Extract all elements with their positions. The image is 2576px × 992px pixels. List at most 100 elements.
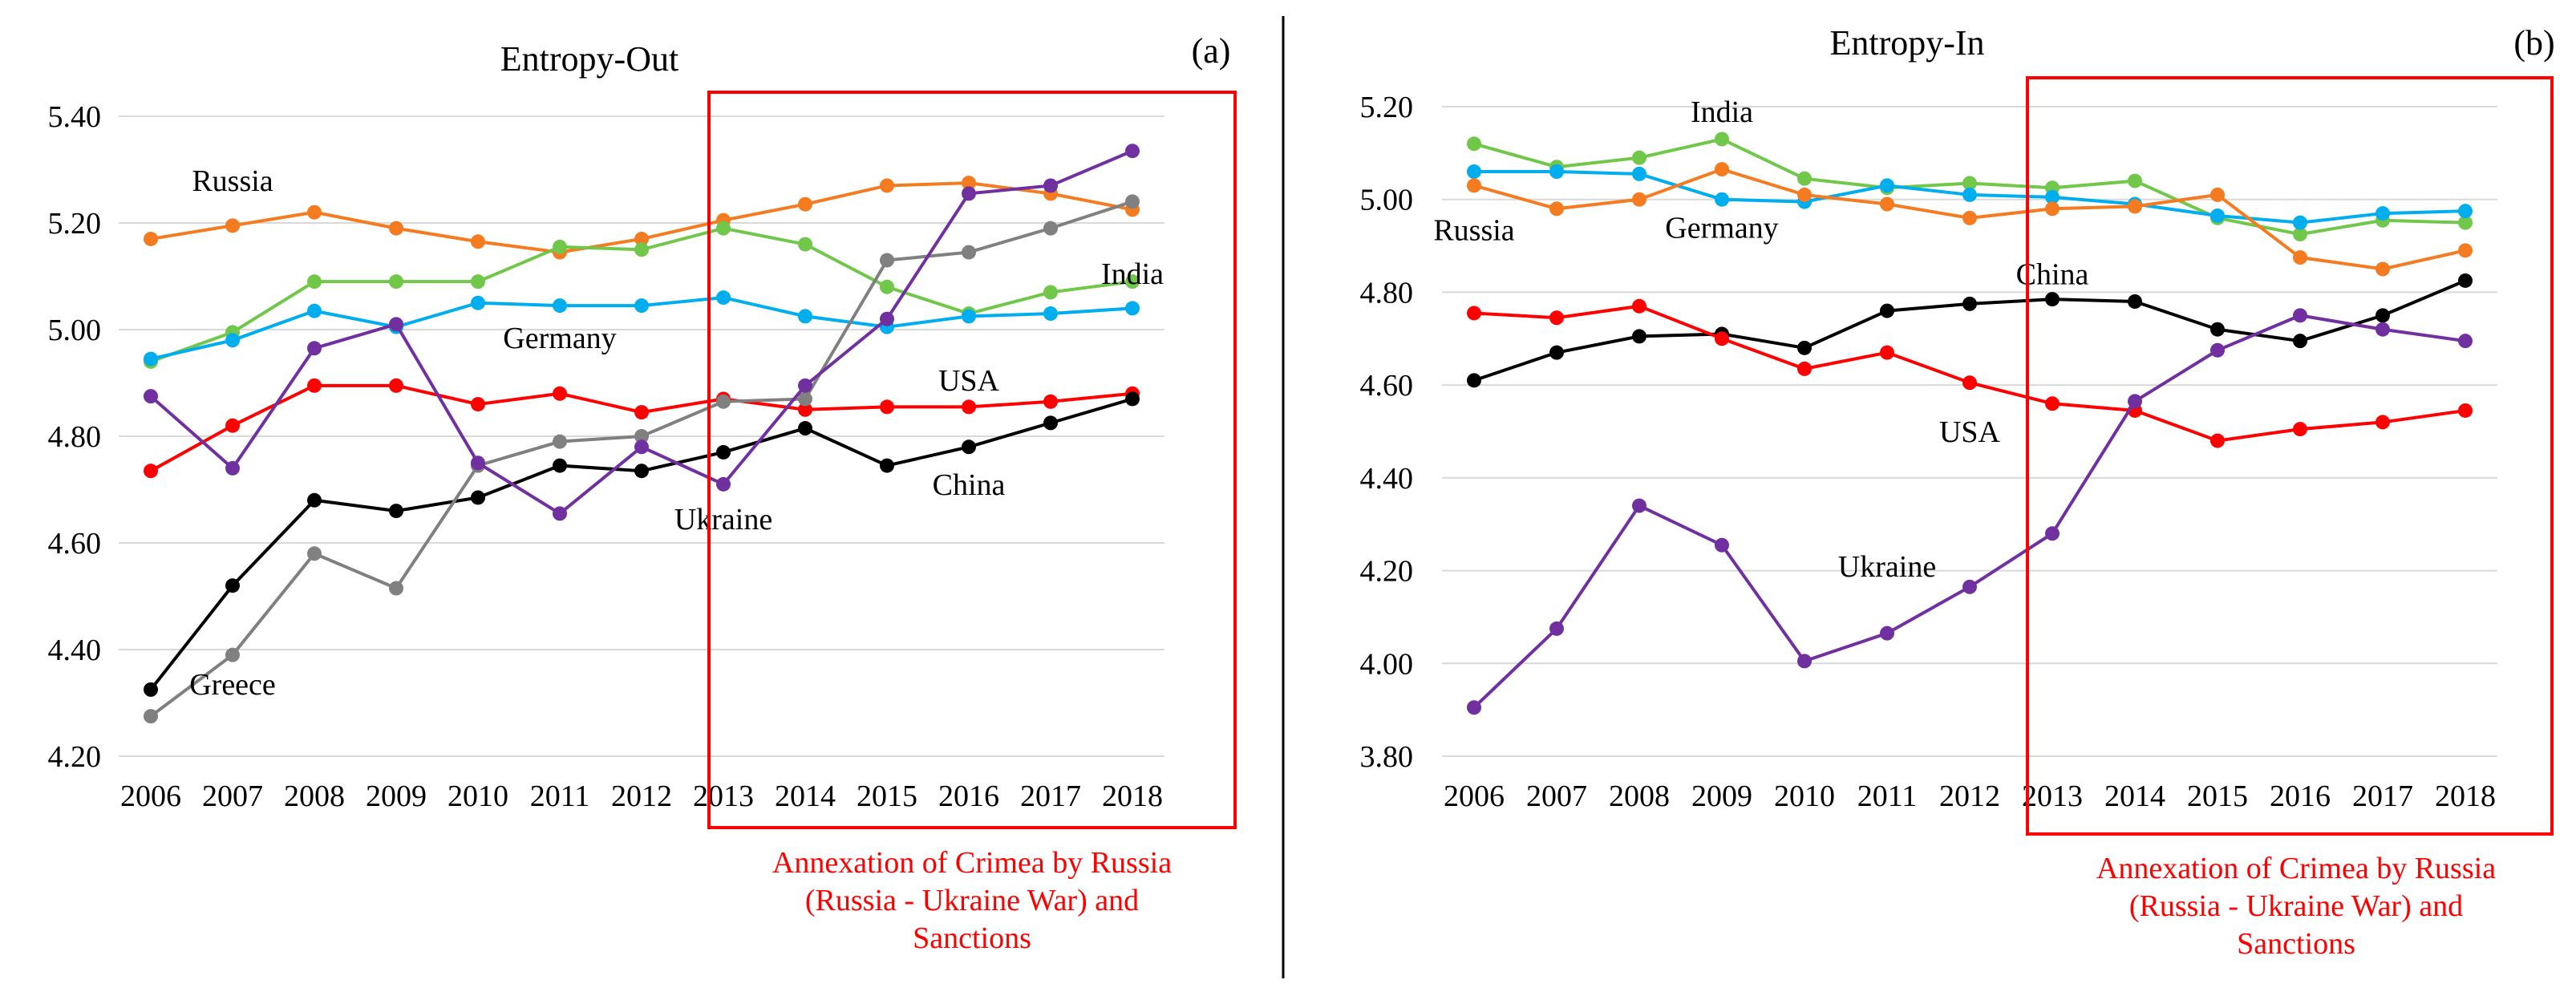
series-line-greece <box>149 200 1133 718</box>
data-point-china <box>798 421 812 436</box>
data-point-china <box>1467 373 1481 388</box>
series-label: Germany <box>1665 211 1778 245</box>
annotation-line-2: (Russia - Ukraine War) and <box>805 884 1139 917</box>
data-point-germany <box>716 290 731 306</box>
series-label: India <box>1691 95 1753 129</box>
data-point-ukraine <box>1043 178 1058 193</box>
panel-label: (b) <box>2513 23 2554 63</box>
x-tick-label: 2006 <box>120 779 181 813</box>
data-point-usa <box>553 386 567 401</box>
data-point-usa <box>1632 298 1646 314</box>
x-tick-label: 2007 <box>1526 779 1587 813</box>
data-point-germany <box>225 333 240 348</box>
x-tick-label: 2011 <box>1857 779 1918 813</box>
data-point-greece <box>389 581 403 596</box>
data-point-china <box>1962 296 1977 311</box>
data-point-russia <box>2128 199 2142 214</box>
data-point-india <box>1797 171 1812 186</box>
data-point-greece <box>1125 194 1140 209</box>
y-tick-label: 4.00 <box>1360 647 1414 681</box>
x-tick-label: 2007 <box>202 779 263 813</box>
y-axis: 4.20 4.40 4.60 4.80 5.00 5.20 5.40 <box>48 100 102 774</box>
series-label: Ukraine <box>1838 550 1936 584</box>
data-point-greece <box>798 391 812 407</box>
data-point-russia <box>144 231 158 246</box>
data-point-russia <box>962 176 976 191</box>
data-point-china <box>144 682 158 697</box>
data-point-china <box>634 464 649 479</box>
data-point-germany <box>1962 187 1977 202</box>
y-tick-label: 4.20 <box>48 740 102 774</box>
data-point-russia <box>798 196 812 212</box>
y-tick-label: 4.60 <box>48 527 102 561</box>
data-point-ukraine <box>2128 394 2142 409</box>
x-tick-label: 2016 <box>2270 779 2331 813</box>
data-point-germany <box>2376 206 2390 221</box>
x-tick-label: 2011 <box>530 779 590 813</box>
series-label: USA <box>1939 415 2001 449</box>
data-point-china <box>389 504 403 519</box>
data-point-china <box>880 458 894 473</box>
data-point-ukraine <box>962 186 976 201</box>
gridlines <box>1442 106 2497 757</box>
data-point-india <box>2458 215 2473 230</box>
data-point-india <box>716 221 731 236</box>
data-point-germany <box>1043 306 1058 322</box>
data-point-usa <box>1467 306 1481 321</box>
series-label: Germany <box>503 322 616 355</box>
data-point-ukraine <box>1797 654 1812 669</box>
data-point-usa <box>1549 310 1564 326</box>
data-point-china <box>553 458 567 473</box>
x-tick-label: 2012 <box>1939 779 2000 813</box>
data-point-ukraine <box>2376 322 2390 337</box>
series-line-ukraine <box>1472 314 2466 709</box>
data-point-india <box>1125 274 1140 290</box>
data-point-india <box>2128 173 2142 188</box>
annotation-line-3: Sanctions <box>2237 927 2355 961</box>
x-tick-label: 2017 <box>1020 779 1081 813</box>
data-point-greece <box>307 546 322 561</box>
data-point-usa <box>144 464 158 479</box>
data-point-usa <box>1962 375 1977 391</box>
data-point-india <box>1962 176 1977 191</box>
data-point-china <box>2458 273 2473 288</box>
data-point-germany <box>2210 208 2225 223</box>
series-labels: Russia India Germany USA China Ukraine Greece <box>189 164 1164 702</box>
data-point-china <box>2210 322 2225 337</box>
data-point-usa <box>798 402 812 417</box>
x-tick-label: 2009 <box>1691 779 1752 813</box>
highlight-box <box>2026 76 2554 836</box>
data-point-usa <box>2293 422 2307 437</box>
x-tick-label: 2014 <box>775 779 836 813</box>
data-point-greece <box>553 434 567 449</box>
x-tick-label: 2012 <box>611 779 672 813</box>
data-point-ukraine <box>471 456 485 471</box>
x-tick-label: 2015 <box>857 779 917 813</box>
data-point-india <box>1043 285 1058 300</box>
data-point-ukraine <box>2045 526 2060 541</box>
data-point-russia <box>1632 192 1646 207</box>
data-point-greece <box>144 709 158 724</box>
data-point-ukraine <box>307 341 322 356</box>
series-lines <box>144 144 1140 724</box>
data-point-usa <box>2210 433 2225 448</box>
data-point-greece <box>1043 221 1058 236</box>
panel-label: (a) <box>1192 31 1231 71</box>
data-point-germany <box>307 303 322 318</box>
x-axis: 2006 2007 2008 2009 2010 2011 2012 2013 2014 2015… <box>1444 779 2496 813</box>
y-axis: 3.80 4.00 4.20 4.40 4.60 4.80 5.00 5.20 <box>1360 91 1414 774</box>
data-point-greece <box>716 394 731 409</box>
data-point-ukraine <box>1467 700 1481 715</box>
data-point-greece <box>634 429 649 443</box>
data-point-germany <box>798 309 812 324</box>
x-tick-label: 2014 <box>2104 779 2165 813</box>
series-line-china <box>1473 279 2466 383</box>
data-point-china <box>1125 391 1140 407</box>
x-tick-label: 2008 <box>284 779 345 813</box>
y-tick-label: 3.80 <box>1360 740 1414 774</box>
data-point-germany <box>634 298 649 314</box>
annotation-line-3: Sanctions <box>913 921 1031 955</box>
x-tick-label: 2010 <box>1774 779 1835 813</box>
data-point-greece <box>880 253 894 268</box>
data-point-usa <box>1043 394 1058 409</box>
